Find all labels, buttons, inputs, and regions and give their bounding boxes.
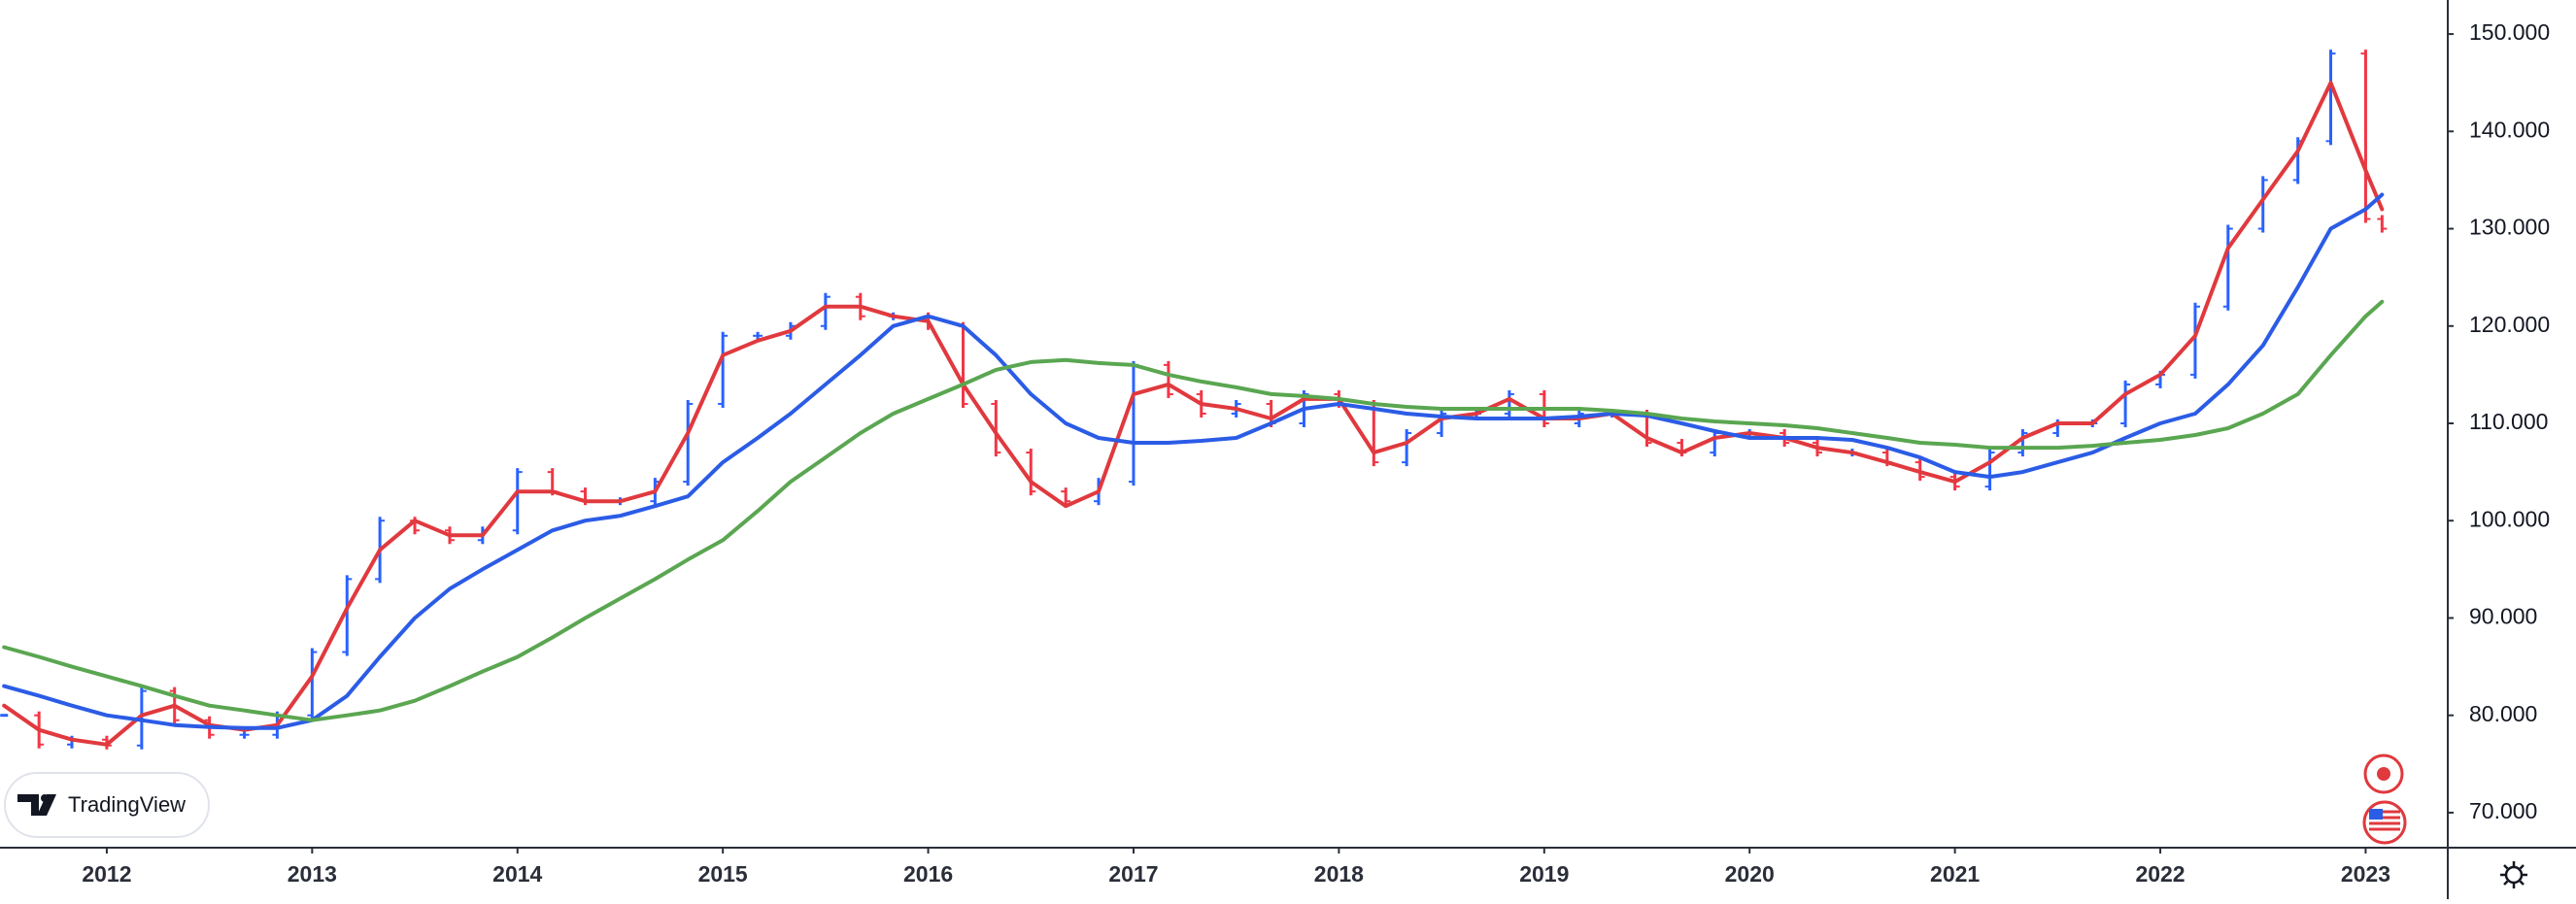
price-bar [2120,380,2131,427]
x-tick-label: 2012 [82,861,131,887]
flag-icon[interactable] [2362,800,2407,845]
price-bar [1437,409,1447,438]
y-tick-label: 130.000 [2469,215,2550,240]
price-bar [753,331,763,340]
price-bar [2377,215,2388,233]
y-tick-label: 90.000 [2469,604,2537,629]
x-tick-label: 2013 [288,861,337,887]
price-bar [342,575,353,656]
price-bar [307,648,318,720]
y-tick-label: 80.000 [2469,701,2537,726]
price-bar [2257,176,2268,233]
y-tick-label: 120.000 [2469,312,2550,337]
x-tick-label: 2015 [698,861,748,887]
x-tick-label: 2016 [903,861,953,887]
price-bar [1504,389,1514,418]
logo-box [4,772,210,838]
price-bar [1163,360,1173,398]
y-tick-label: 100.000 [2469,506,2550,531]
settings-icon[interactable] [2500,861,2527,888]
logo-dot [41,794,49,802]
price-bar [1061,487,1071,506]
price-bar [512,468,523,535]
gear-ring [2504,865,2524,885]
x-tick-label: 2020 [1725,861,1775,887]
price-bar [2017,429,2028,457]
x-tick-label: 2014 [492,861,542,887]
y-tick-label: 110.000 [2469,409,2548,434]
price-bar [2189,302,2200,379]
logo-text: TradingView [68,792,186,817]
price-bar [1026,449,1036,496]
y-tick-label: 70.000 [2469,798,2537,823]
price-bar [1984,449,1995,491]
price-bar [1915,458,1925,482]
x-tick-label: 2022 [2135,861,2185,887]
price-bar [991,399,1001,457]
y-tick-label: 140.000 [2469,117,2550,142]
price-bar [2222,224,2233,311]
moving-average [2,81,2385,747]
flag-canton [2369,809,2383,820]
x-tick-label: 2019 [1519,861,1569,887]
x-tick-label: 2018 [1314,861,1364,887]
price-bar [2325,50,2336,146]
price-bar [683,399,694,486]
x-tick-label: 2017 [1108,861,1158,887]
price-bar [2360,50,2371,223]
flag-stripes [2369,810,2400,831]
price-bar [718,331,729,408]
y-tick-label: 150.000 [2469,19,2550,45]
plot-area [0,50,2388,750]
rec-icon[interactable] [2363,753,2404,794]
price-bar [1402,429,1412,467]
x-tick-label: 2023 [2341,861,2390,887]
gear-teeth [2500,861,2527,888]
moving-average [2,299,2385,722]
icon-dot [2377,767,2390,781]
price-bar [820,292,830,330]
x-tick-label: 2021 [1930,861,1980,887]
moving-average [2,192,2385,730]
logo[interactable]: TradingView [4,772,210,838]
price-bar [239,730,250,739]
